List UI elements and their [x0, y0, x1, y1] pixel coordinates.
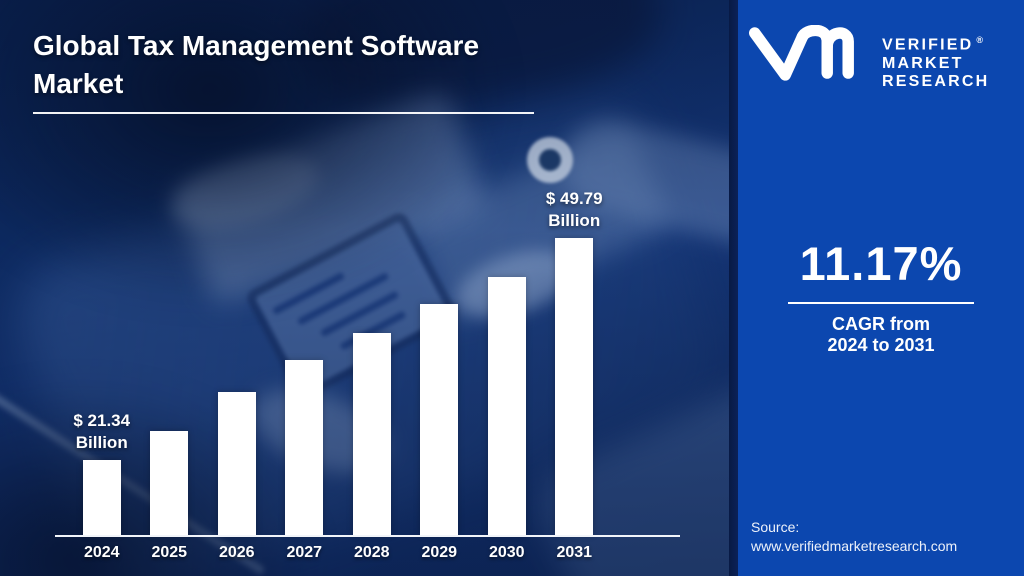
bar-slot-2029	[406, 185, 474, 535]
cagr-stat-block: 11.17% CAGR from 2024 to 2031	[738, 236, 1024, 356]
x-axis-label-2027: 2027	[286, 544, 323, 561]
bars-container: $ 21.34 Billion $ 49.79 Billion	[68, 185, 608, 535]
brand-logo-text: VERIFIED ® MARKET RESEARCH	[882, 31, 989, 92]
bar-value-label-2031: $ 49.79 Billion	[514, 188, 634, 232]
brand-logo: VERIFIED ® MARKET RESEARCH	[749, 25, 989, 92]
page-title: Global Tax Management Software Market	[33, 30, 480, 99]
logo-line-research: RESEARCH	[882, 73, 990, 91]
bar-2026	[217, 392, 256, 535]
bar-2024	[82, 460, 121, 535]
panel-divider	[729, 0, 738, 576]
source-url: www.verifiedmarketresearch.com	[751, 538, 958, 554]
x-axis-line	[55, 535, 680, 537]
bar-slot-2030	[473, 185, 541, 535]
x-axis-label-2025: 2025	[151, 544, 188, 561]
bar-2027	[285, 360, 324, 535]
source-label: Source:	[751, 519, 800, 535]
x-axis-label-2031: 2031	[556, 544, 593, 561]
bar-2025	[150, 431, 189, 535]
bar-value-line1: $ 49.79	[545, 189, 603, 208]
title-underline	[33, 112, 534, 114]
registered-trademark-icon: ®	[976, 35, 984, 45]
bar-chart: $ 21.34 Billion $ 49.79 Billion 2024 2025 202…	[55, 185, 680, 561]
bar-2031	[555, 238, 594, 535]
x-axis-label-2028: 2028	[353, 544, 390, 561]
cagr-label-line2: 2024 to 2031	[827, 335, 935, 355]
bar-2030	[487, 277, 526, 535]
wristwatch-icon	[527, 137, 573, 183]
bar-slot-2031: $ 49.79 Billion	[541, 185, 609, 535]
watch-face	[536, 146, 564, 174]
cagr-value: 11.17%	[799, 237, 963, 290]
bar-slot-2025	[136, 185, 204, 535]
x-axis-label-2026: 2026	[218, 544, 255, 561]
source-attribution: Source: www.verifiedmarketresearch.com	[751, 518, 957, 556]
cagr-underline	[788, 302, 974, 304]
logo-line-market: MARKET	[882, 54, 964, 72]
x-axis-label-2024: 2024	[83, 544, 120, 561]
vmr-logo-icon	[749, 25, 854, 81]
stats-side-panel: VERIFIED ® MARKET RESEARCH 11.17% CAGR fr…	[738, 0, 1024, 576]
bar-2029	[420, 304, 459, 535]
logo-line-verified: VERIFIED	[882, 36, 974, 54]
bar-value-line2: Billion	[548, 211, 601, 230]
bar-value-line2: Billion	[75, 433, 128, 452]
bar-slot-2028	[338, 185, 406, 535]
x-axis-label-2030: 2030	[488, 544, 525, 561]
bar-slot-2024: $ 21.34 Billion	[68, 185, 136, 535]
bar-slot-2026	[203, 185, 271, 535]
bar-slot-2027	[271, 185, 339, 535]
bar-2028	[352, 333, 391, 535]
bar-value-label-2024: $ 21.34 Billion	[42, 410, 162, 454]
x-axis-label-2029: 2029	[421, 544, 458, 561]
x-axis-labels: 2024 2025 2026 2027 2028 2029 2030 2031	[68, 544, 608, 562]
bar-value-line1: $ 21.34	[73, 411, 131, 430]
cagr-label-line1: CAGR from	[832, 314, 930, 334]
